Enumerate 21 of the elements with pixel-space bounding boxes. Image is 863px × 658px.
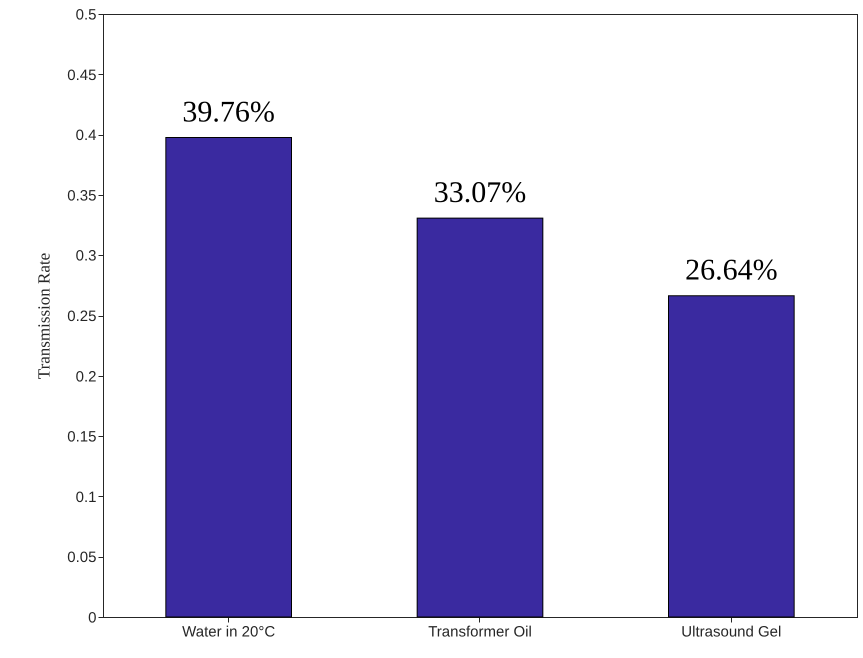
- y-tick-label: 0: [88, 610, 96, 626]
- y-tick-label: 0.3: [76, 248, 96, 265]
- x-tick-label: Transformer Oil: [428, 624, 532, 640]
- data-label: 33.07%: [434, 176, 526, 210]
- bar: [165, 136, 292, 618]
- y-tick-label: 0.2: [76, 368, 96, 386]
- y-tick-label: 0.5: [76, 6, 96, 24]
- x-tick-label: Water in 20°C: [182, 624, 276, 640]
- y-tick-label: 0.35: [67, 187, 96, 204]
- x-tick-label: Ultrasound Gel: [681, 624, 782, 640]
- y-axis-title: Transmission Rate: [34, 252, 54, 380]
- y-tick-label: 0.45: [67, 66, 96, 84]
- data-label: 26.64%: [685, 254, 778, 287]
- y-tick-label: 0.15: [67, 428, 96, 446]
- bar: [416, 218, 544, 618]
- bar: [668, 295, 795, 618]
- y-tick-label: 0.05: [67, 549, 96, 566]
- y-tick-label: 0.25: [67, 308, 96, 325]
- data-label: 39.76%: [182, 95, 275, 128]
- y-tick-label: 0.1: [76, 488, 96, 506]
- y-tick-label: 0.4: [76, 127, 96, 144]
